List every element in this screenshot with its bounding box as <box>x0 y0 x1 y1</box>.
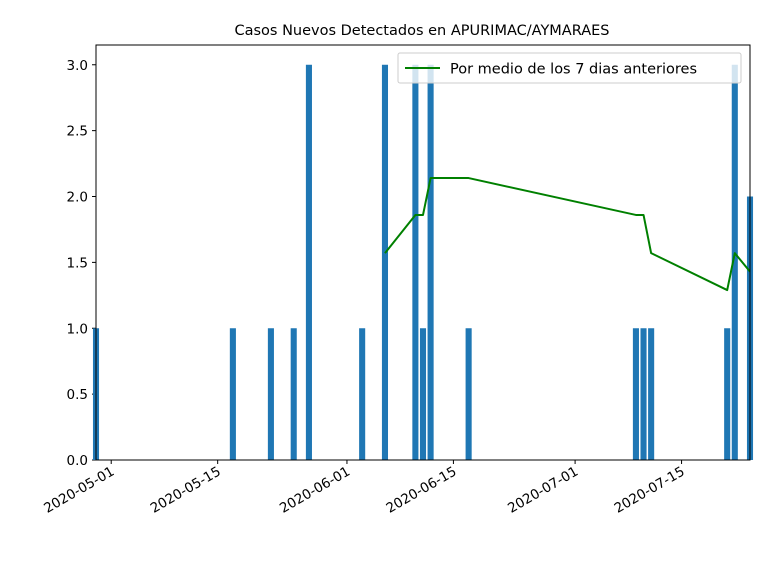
bar-2020-06-11 <box>419 328 427 460</box>
bar-2020-07-11 <box>648 328 655 460</box>
bar-2020-07-22 <box>731 64 738 460</box>
legend-box <box>397 52 742 84</box>
y-tick-label: 1.0 <box>67 321 88 337</box>
bar-2020-05-17 <box>229 328 236 460</box>
y-tick-label: 0.5 <box>67 387 88 403</box>
y-tick-label: 2.0 <box>67 190 88 206</box>
bar-2020-06-17 <box>465 328 472 460</box>
x-tick-label: 2020-07-01 <box>505 464 581 517</box>
legend: Por medio de los 7 dias anteriores <box>397 52 742 84</box>
x-tick-label: 2020-06-01 <box>277 464 353 517</box>
moving-average-line-group <box>384 177 751 292</box>
y-tick-label: 0.0 <box>67 453 88 469</box>
bar-2020-05-22 <box>267 328 274 460</box>
bar-2020-06-06 <box>381 64 389 460</box>
bar-2020-06-12 <box>427 64 434 460</box>
y-tick-label: 2.5 <box>67 124 88 140</box>
bar-2020-07-09 <box>632 328 639 460</box>
plot-frame <box>95 44 751 461</box>
bar-2020-06-10 <box>412 64 419 460</box>
bar-2020-07-21 <box>724 328 731 460</box>
bar-2020-07-10 <box>640 328 647 460</box>
x-axis-ticks: 2020-05-01 2020-05-15 2020-06-01 2020-06-15… <box>41 460 688 517</box>
legend-label: Por medio de los 7 dias anteriores <box>450 62 697 78</box>
series-line-moving-average <box>384 177 751 292</box>
x-tick-label: 2020-05-15 <box>148 464 224 517</box>
chart-title: Casos Nuevos Detectados en APURIMAC/AYMA… <box>234 23 609 39</box>
x-tick-label: 2020-07-15 <box>612 464 688 517</box>
bar-2020-06-03 <box>359 328 366 460</box>
bar-2020-05-25 <box>290 328 297 460</box>
y-tick-label: 3.0 <box>67 58 88 74</box>
x-tick-label: 2020-05-01 <box>41 464 117 517</box>
bars-group <box>92 64 754 460</box>
y-axis-ticks: 0.0 0.5 1.0 1.5 2.0 2.5 3.0 <box>67 58 96 469</box>
bar-2020-05-27 <box>305 64 312 460</box>
x-tick-label: 2020-06-15 <box>383 464 459 517</box>
y-tick-label: 1.5 <box>67 255 88 271</box>
